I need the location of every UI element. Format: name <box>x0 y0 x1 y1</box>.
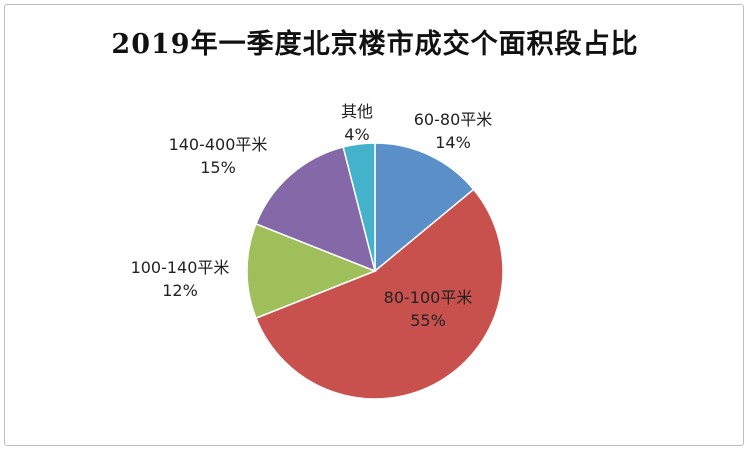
pie-slice <box>246 222 378 320</box>
slice-percent-label: 12% <box>162 281 198 300</box>
slice-label: 140-400平米 <box>169 135 268 154</box>
slice-label: 其他 <box>341 102 373 121</box>
pie-slice <box>374 142 475 273</box>
chart-title: 2019年一季度北京楼市成交个面积段占比 <box>111 29 639 60</box>
slice-percent-label: 15% <box>200 158 236 177</box>
slice-label: 100-140平米 <box>131 258 230 277</box>
slice-percent-label: 14% <box>435 133 471 152</box>
pie-slice <box>255 188 504 400</box>
slice-percent-label: 4% <box>344 125 369 144</box>
slice-label: 80-100平米 <box>384 288 473 307</box>
pie-slice <box>342 142 376 272</box>
slice-percent-label: 55% <box>410 311 446 330</box>
slice-label: 60-80平米 <box>414 110 493 129</box>
pie-slice <box>255 146 377 273</box>
